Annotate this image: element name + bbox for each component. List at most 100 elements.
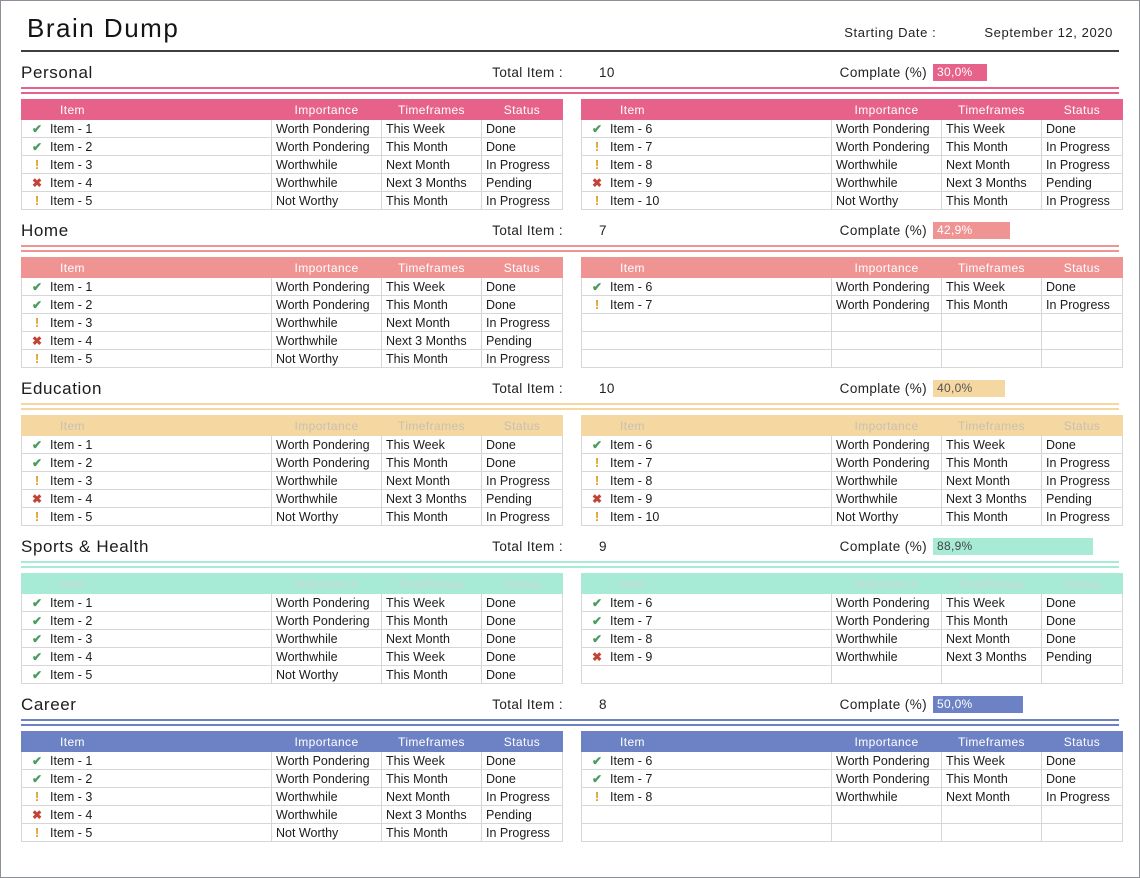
status-cell[interactable]: Done bbox=[481, 277, 563, 296]
status-cell[interactable]: In Progress bbox=[1041, 471, 1123, 490]
importance-cell[interactable]: Worth Pondering bbox=[271, 295, 382, 314]
timeframes-cell[interactable] bbox=[941, 349, 1042, 368]
timeframes-cell[interactable]: This Week bbox=[381, 119, 482, 138]
importance-cell[interactable] bbox=[831, 665, 942, 684]
status-cell[interactable]: In Progress bbox=[481, 471, 563, 490]
item-cell[interactable]: ✖ Item - 4 bbox=[21, 331, 272, 350]
status-cell[interactable] bbox=[1041, 349, 1123, 368]
importance-cell[interactable]: Worth Pondering bbox=[831, 295, 942, 314]
timeframes-cell[interactable]: Next Month bbox=[381, 629, 482, 648]
status-cell[interactable]: Done bbox=[481, 769, 563, 788]
importance-cell[interactable]: Worthwhile bbox=[271, 629, 382, 648]
item-cell[interactable]: ! Item - 10 bbox=[581, 191, 832, 210]
status-cell[interactable]: In Progress bbox=[1041, 191, 1123, 210]
item-cell[interactable]: ✔ Item - 6 bbox=[581, 119, 832, 138]
timeframes-cell[interactable] bbox=[941, 331, 1042, 350]
status-cell[interactable]: In Progress bbox=[1041, 453, 1123, 472]
status-cell[interactable]: In Progress bbox=[481, 155, 563, 174]
item-cell[interactable]: ! Item - 3 bbox=[21, 155, 272, 174]
importance-cell[interactable]: Worth Pondering bbox=[271, 137, 382, 156]
importance-cell[interactable]: Worth Pondering bbox=[831, 119, 942, 138]
timeframes-cell[interactable]: Next 3 Months bbox=[941, 173, 1042, 192]
status-cell[interactable]: Done bbox=[481, 119, 563, 138]
item-cell[interactable] bbox=[581, 313, 832, 332]
importance-cell[interactable]: Not Worthy bbox=[271, 507, 382, 526]
importance-cell[interactable]: Worth Pondering bbox=[271, 119, 382, 138]
timeframes-cell[interactable]: This Month bbox=[941, 507, 1042, 526]
importance-cell[interactable]: Worth Pondering bbox=[831, 593, 942, 612]
importance-cell[interactable]: Worth Pondering bbox=[271, 277, 382, 296]
item-cell[interactable]: ! Item - 8 bbox=[581, 471, 832, 490]
importance-cell[interactable]: Worthwhile bbox=[271, 155, 382, 174]
status-cell[interactable]: Done bbox=[481, 665, 563, 684]
item-cell[interactable]: ! Item - 10 bbox=[581, 507, 832, 526]
importance-cell[interactable]: Worthwhile bbox=[831, 647, 942, 666]
status-cell[interactable]: Done bbox=[481, 593, 563, 612]
item-cell[interactable]: ✔ Item - 6 bbox=[581, 593, 832, 612]
item-cell[interactable]: ✔ Item - 2 bbox=[21, 611, 272, 630]
item-cell[interactable]: ✖ Item - 4 bbox=[21, 173, 272, 192]
item-cell[interactable]: ! Item - 3 bbox=[21, 471, 272, 490]
status-cell[interactable]: In Progress bbox=[1041, 507, 1123, 526]
item-cell[interactable]: ✔ Item - 7 bbox=[581, 769, 832, 788]
total-item-value[interactable]: 10 bbox=[599, 381, 615, 396]
importance-cell[interactable]: Not Worthy bbox=[831, 507, 942, 526]
status-cell[interactable]: Done bbox=[481, 629, 563, 648]
item-cell[interactable]: ✔ Item - 1 bbox=[21, 119, 272, 138]
importance-cell[interactable]: Worthwhile bbox=[271, 489, 382, 508]
item-cell[interactable]: ! Item - 7 bbox=[581, 453, 832, 472]
importance-cell[interactable]: Not Worthy bbox=[271, 665, 382, 684]
importance-cell[interactable]: Worth Pondering bbox=[271, 453, 382, 472]
status-cell[interactable]: Done bbox=[1041, 769, 1123, 788]
item-cell[interactable]: ! Item - 8 bbox=[581, 787, 832, 806]
importance-cell[interactable]: Worth Pondering bbox=[831, 453, 942, 472]
status-cell[interactable] bbox=[1041, 805, 1123, 824]
item-cell[interactable] bbox=[581, 331, 832, 350]
status-cell[interactable] bbox=[1041, 823, 1123, 842]
importance-cell[interactable] bbox=[831, 349, 942, 368]
item-cell[interactable]: ✔ Item - 1 bbox=[21, 277, 272, 296]
importance-cell[interactable] bbox=[831, 313, 942, 332]
item-cell[interactable] bbox=[581, 665, 832, 684]
importance-cell[interactable]: Worthwhile bbox=[271, 313, 382, 332]
timeframes-cell[interactable]: This Month bbox=[381, 507, 482, 526]
status-cell[interactable]: Done bbox=[1041, 435, 1123, 454]
status-cell[interactable] bbox=[1041, 665, 1123, 684]
importance-cell[interactable]: Worthwhile bbox=[271, 805, 382, 824]
total-item-value[interactable]: 7 bbox=[599, 223, 607, 238]
item-cell[interactable]: ✔ Item - 1 bbox=[21, 751, 272, 770]
timeframes-cell[interactable]: This Week bbox=[941, 435, 1042, 454]
status-cell[interactable]: Done bbox=[1041, 277, 1123, 296]
importance-cell[interactable]: Worthwhile bbox=[831, 173, 942, 192]
item-cell[interactable] bbox=[581, 823, 832, 842]
importance-cell[interactable]: Worthwhile bbox=[271, 173, 382, 192]
complete-badge[interactable]: 42,9% bbox=[933, 222, 1010, 239]
starting-date-value[interactable]: September 12, 2020 bbox=[984, 25, 1113, 40]
timeframes-cell[interactable]: This Week bbox=[941, 751, 1042, 770]
timeframes-cell[interactable]: Next Month bbox=[941, 787, 1042, 806]
importance-cell[interactable] bbox=[831, 823, 942, 842]
importance-cell[interactable]: Worth Pondering bbox=[271, 593, 382, 612]
importance-cell[interactable]: Worth Pondering bbox=[271, 751, 382, 770]
timeframes-cell[interactable]: This Month bbox=[381, 191, 482, 210]
importance-cell[interactable] bbox=[831, 331, 942, 350]
status-cell[interactable]: In Progress bbox=[1041, 155, 1123, 174]
importance-cell[interactable]: Worth Pondering bbox=[831, 435, 942, 454]
item-cell[interactable]: ! Item - 5 bbox=[21, 823, 272, 842]
importance-cell[interactable]: Worthwhile bbox=[831, 489, 942, 508]
status-cell[interactable]: Pending bbox=[1041, 173, 1123, 192]
importance-cell[interactable]: Worth Pondering bbox=[831, 769, 942, 788]
timeframes-cell[interactable]: Next Month bbox=[941, 471, 1042, 490]
status-cell[interactable]: In Progress bbox=[1041, 787, 1123, 806]
status-cell[interactable]: Done bbox=[1041, 629, 1123, 648]
timeframes-cell[interactable]: This Week bbox=[941, 119, 1042, 138]
item-cell[interactable]: ✔ Item - 3 bbox=[21, 629, 272, 648]
complete-badge[interactable]: 30,0% bbox=[933, 64, 987, 81]
timeframes-cell[interactable]: This Week bbox=[941, 277, 1042, 296]
item-cell[interactable]: ! Item - 5 bbox=[21, 349, 272, 368]
item-cell[interactable]: ! Item - 5 bbox=[21, 191, 272, 210]
timeframes-cell[interactable] bbox=[941, 665, 1042, 684]
timeframes-cell[interactable]: This Month bbox=[381, 349, 482, 368]
status-cell[interactable]: Done bbox=[481, 751, 563, 770]
importance-cell[interactable] bbox=[831, 805, 942, 824]
